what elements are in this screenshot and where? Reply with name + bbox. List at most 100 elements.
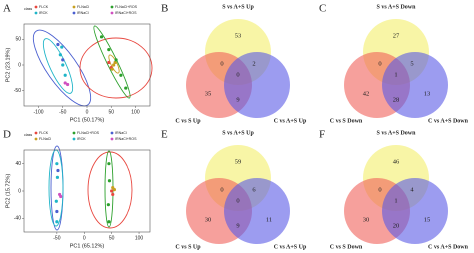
x-tick-label: -50: [59, 109, 66, 115]
region-count: 20: [393, 222, 400, 229]
legend-label: IRNaCl: [115, 131, 127, 135]
x-tick-label: 100: [135, 235, 144, 241]
legend-marker: [72, 5, 76, 9]
point: [111, 192, 115, 197]
venn-set: [224, 52, 290, 118]
region-count: 53: [235, 32, 242, 39]
set-label: C vs S Down: [330, 118, 363, 124]
y-axis-label: PC2 (23.19%): [5, 48, 11, 83]
point: [114, 58, 118, 62]
legend-title: class: [24, 133, 32, 137]
legend-title: class: [24, 7, 32, 11]
set-label: S vs A+S Down: [377, 4, 417, 10]
point: [63, 81, 67, 85]
point: [107, 60, 111, 65]
set-label: C vs S Up: [175, 244, 201, 250]
legend-marker: [110, 11, 114, 15]
region-count: 46: [393, 158, 400, 165]
region-count: 0: [378, 60, 381, 67]
legend-label: IRCK: [39, 11, 48, 15]
point: [60, 45, 64, 49]
region-count: 0: [220, 186, 223, 193]
region-count: 1: [394, 197, 397, 204]
region-count: 28: [393, 96, 400, 103]
point: [99, 35, 104, 39]
point: [56, 42, 60, 47]
region-count: 4: [410, 186, 414, 193]
legend-label: FLNaCl+ROS: [77, 131, 100, 135]
region-count: 5: [410, 60, 413, 67]
point: [66, 82, 70, 87]
y-tick-label: -40: [14, 216, 21, 222]
panel-label: E: [161, 129, 168, 141]
set-label: C vs A+S Up: [274, 244, 307, 250]
x-axis-label: PC1 (65.12%): [70, 243, 105, 249]
region-count: 9: [236, 222, 239, 229]
x-tick-label: 100: [131, 109, 140, 115]
region-count: 0: [236, 197, 239, 204]
region-count: 59: [235, 158, 242, 165]
point: [113, 60, 117, 65]
point: [56, 168, 60, 173]
point: [55, 162, 59, 166]
region-count: 30: [205, 216, 212, 223]
set-label: C vs S Up: [175, 118, 201, 124]
region-count: 15: [424, 216, 431, 223]
set-label: S vs A+S Up: [222, 130, 254, 136]
point: [61, 63, 65, 67]
legend-marker: [72, 11, 76, 15]
panel: B S vs A+S Up C vs S Up C vs A+S Up 53 35 0 2 9 0: [161, 3, 307, 125]
point: [107, 162, 111, 166]
legend-label: FLNaCl+ROS: [115, 5, 138, 9]
panel-label: F: [319, 129, 325, 141]
region-count: 1: [394, 71, 397, 78]
point: [59, 194, 63, 199]
legend-label: FLNaCl: [77, 5, 89, 9]
legend-label: FLCK: [39, 131, 49, 135]
legend-marker: [110, 5, 114, 9]
region-count: 13: [424, 90, 431, 97]
legend-marker: [110, 137, 114, 141]
region-count: 11: [266, 216, 272, 223]
region-count: 35: [205, 90, 212, 97]
region-count: 42: [363, 90, 370, 97]
point: [55, 209, 59, 214]
panel: E S vs A+S Up C vs S Up C vs A+S Up 59 30 11 0 6…: [161, 129, 307, 251]
legend-marker: [34, 137, 38, 141]
point: [58, 53, 62, 57]
legend-label: IRNaCl+ROS: [115, 11, 137, 15]
x-tick-label: -50: [53, 235, 60, 241]
panel-label: D: [3, 129, 11, 141]
panel: C S vs A+S Down C vs S Down C vs A+S Down 27…: [319, 3, 469, 125]
set-label: C vs A+S Down: [428, 244, 469, 250]
point: [55, 175, 60, 179]
panel: F S vs A+S Down C vs S Down C vs A+S Down 46…: [319, 129, 469, 251]
x-tick-label: 0: [86, 109, 89, 115]
plot-frame: [23, 149, 151, 233]
point: [55, 220, 59, 224]
venn-set: [382, 178, 448, 244]
legend-marker: [110, 131, 114, 135]
set-label: C vs A+S Down: [428, 118, 469, 124]
panel-label: B: [161, 3, 168, 15]
legend-marker: [34, 131, 38, 135]
region-count: 0: [220, 60, 223, 67]
panel-label: C: [319, 3, 326, 15]
legend-label: IRNaCl: [77, 11, 89, 15]
point: [63, 73, 67, 77]
point: [119, 73, 123, 77]
legend-marker: [72, 131, 76, 135]
legend-label: IRNaCl+ROS: [115, 137, 137, 141]
region-count: 27: [393, 32, 400, 39]
x-tick-label: 0: [83, 235, 86, 241]
region-count: 2: [252, 60, 255, 67]
region-count: 30: [363, 216, 370, 223]
point: [112, 63, 116, 67]
legend-marker: [34, 11, 38, 15]
point: [107, 179, 112, 183]
legend-marker: [72, 137, 76, 141]
set-label: S vs A+S Down: [377, 130, 417, 136]
point: [112, 188, 116, 192]
y-tick-label: 40: [15, 161, 21, 167]
